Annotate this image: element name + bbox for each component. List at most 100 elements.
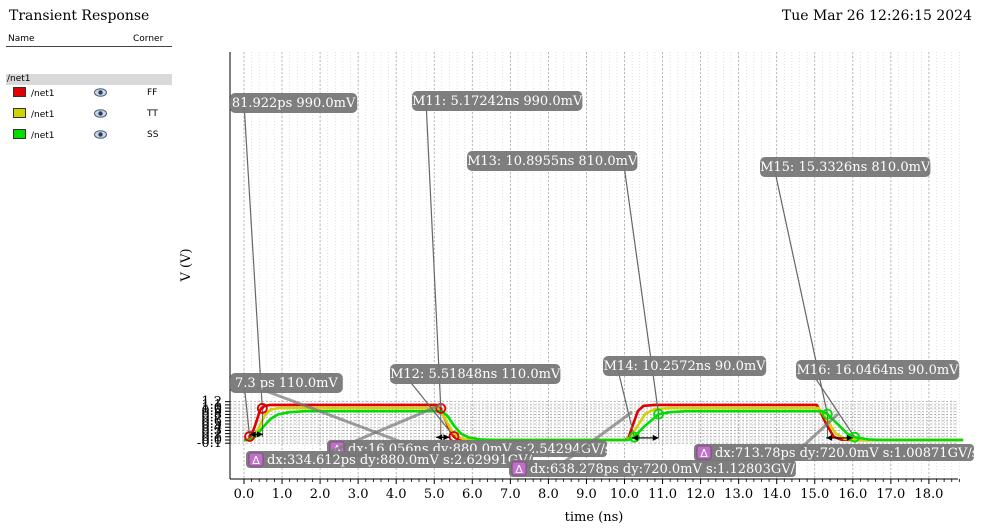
legend-item-name: /net1	[31, 131, 55, 141]
y-tick-label: 0.5	[201, 417, 222, 432]
eye-icon[interactable]	[94, 109, 107, 118]
legend-header: Name Corner	[6, 32, 172, 47]
legend-item-ff[interactable]: /net1 FF	[6, 85, 172, 106]
legend-item-name: /net1	[31, 89, 55, 99]
marker-point[interactable]	[628, 431, 640, 443]
y-tick-label: 1.0	[201, 401, 222, 416]
arrow-head-icon	[632, 434, 639, 441]
x-tick-label: 2.0	[310, 487, 331, 502]
delta-box[interactable]	[246, 451, 533, 468]
y-tick-label: 1.1	[201, 398, 222, 413]
marker-connector	[622, 160, 660, 415]
marker-label: 81.922ps 990.0mV	[232, 96, 356, 111]
marker-connector	[425, 100, 442, 409]
x-tick-label: 17.0	[876, 487, 905, 502]
legend-item-name: /net1	[31, 110, 55, 120]
marker-box[interactable]	[796, 360, 960, 380]
delta-box[interactable]	[509, 460, 796, 477]
marker-connector	[616, 365, 635, 438]
x-tick-label: 5.0	[424, 487, 445, 502]
legend-item-corner: TT	[147, 109, 158, 119]
deltas-layer[interactable]: Δdx:16.056ns dy:880.0mV s:2.54294GV/sΔdx…	[246, 386, 978, 477]
x-tick-label: 8.0	[538, 487, 559, 502]
arrow-head-icon	[443, 434, 450, 441]
y-tick-label: 1.2	[201, 395, 222, 410]
marker-label: M13: 10.8955ns 810.0mV	[467, 154, 638, 169]
legend-group-net1[interactable]: /net1	[6, 74, 172, 85]
marker-connector	[243, 102, 263, 409]
delta-label: dx:638.278ps dy:720.0mV s:1.12803GV/s	[530, 462, 802, 477]
marker-box[interactable]	[467, 151, 638, 171]
x-tick-label: 6.0	[462, 487, 483, 502]
marker-label: M15: 15.3326ns 810.0mV	[760, 160, 931, 175]
y-tick-label: 0.8	[201, 407, 222, 422]
x-tick-label: 9.0	[576, 487, 597, 502]
legend-col-corner: Corner	[133, 34, 164, 44]
app-title: Transient Response	[9, 8, 150, 24]
delta-connector	[559, 410, 633, 467]
legend-item-ss[interactable]: /net1 SS	[6, 127, 172, 148]
marker-point[interactable]	[822, 408, 833, 420]
delta-connector	[257, 386, 421, 451]
y-axis-label: V (V)	[179, 248, 194, 282]
x-tick-label: 0.0	[234, 487, 255, 502]
marker-point-center	[248, 435, 251, 438]
markers-layer[interactable]: 81.922ps 990.0mV M11: 5.17242ns 990.0mV 7.…	[230, 91, 960, 443]
marker-point[interactable]	[256, 402, 268, 414]
marker-label: M12: 5.51848ns 110.0mV	[390, 367, 561, 382]
marker-label: 7.3 ps 110.0mV	[235, 376, 338, 391]
marker-box[interactable]	[603, 356, 767, 376]
marker-point-center	[452, 435, 456, 438]
legend-swatch-ff	[13, 87, 26, 97]
delta-connector	[319, 402, 444, 458]
legend-item-tt[interactable]: /net1 TT	[6, 106, 172, 127]
x-tick-label: 15.0	[800, 487, 829, 502]
delta-icon-glyph: Δ	[252, 454, 260, 467]
marker-label: M16: 16.0464ns 90.0mV	[797, 363, 960, 378]
x-tick-label: 7.0	[500, 487, 521, 502]
series-line-ss	[243, 409, 964, 442]
marker-point-center	[826, 412, 829, 416]
marker-connector	[403, 373, 455, 437]
marker-box[interactable]	[412, 91, 583, 111]
delta-icon-glyph: Δ	[700, 447, 708, 460]
x-tick-label: 16.0	[838, 487, 867, 502]
delta-icon	[696, 445, 712, 460]
x-tick-label: 1.0	[272, 487, 293, 502]
x-tick-label: 3.0	[348, 487, 369, 502]
delta-box[interactable]	[694, 444, 974, 461]
x-tick-label: 4.0	[386, 487, 407, 502]
y-tick-label: 0.7	[201, 411, 222, 426]
legend-panel: Name Corner /net1 /net1 FF /net1 TT /net…	[6, 32, 172, 148]
arrow-head-icon	[249, 431, 256, 438]
delta-label: dx:334.612ps dy:880.0mV s:2.62991GV/s	[267, 453, 539, 468]
legend-swatch-ss	[13, 129, 26, 139]
x-tick-label: 13.0	[724, 487, 753, 502]
marker-point[interactable]	[653, 408, 664, 420]
eye-icon[interactable]	[94, 130, 107, 139]
x-tick-label: 11.0	[648, 487, 677, 502]
marker-point-center	[439, 406, 443, 410]
eye-icon[interactable]	[94, 88, 107, 97]
delta-icon	[511, 461, 527, 476]
x-tick-label: 18.0	[914, 487, 943, 502]
marker-point-center	[657, 412, 660, 416]
y-tick-label: 0.4	[201, 420, 222, 435]
marker-point-center	[853, 435, 856, 439]
y-tick-label: 0.9	[201, 404, 222, 419]
marker-box[interactable]	[390, 364, 561, 384]
y-tick-label: 0.0	[201, 433, 222, 448]
y-tick-label: 0.3	[201, 423, 222, 438]
legend-item-corner: FF	[147, 88, 158, 98]
arrow-head-icon	[652, 434, 659, 441]
delta-connector	[798, 412, 840, 451]
timestamp: Tue Mar 26 12:26:15 2024	[781, 8, 972, 24]
marker-box[interactable]	[760, 157, 931, 177]
grid	[230, 52, 960, 479]
marker-box[interactable]	[230, 93, 358, 113]
delta-label: dx:713.78ps dy:720.0mV s:1.00871GV/s	[715, 446, 978, 461]
x-tick-label: 10.0	[610, 487, 639, 502]
y-tick-label: -0.1	[197, 436, 222, 451]
legend-col-name: Name	[8, 34, 35, 44]
